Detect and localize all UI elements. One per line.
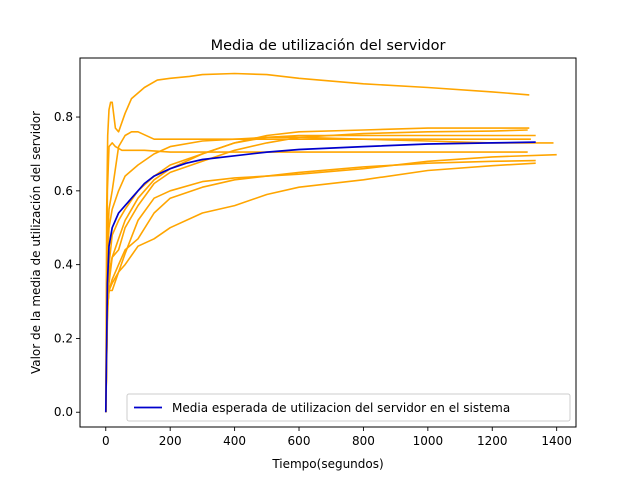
legend-label-expected: Media esperada de utilizacion del servid…: [172, 401, 510, 415]
series-line-run-2: [105, 142, 528, 413]
axes-frame: [79, 57, 577, 428]
y-tick-label: 0.4: [54, 258, 73, 272]
y-tick-label: 0.0: [54, 405, 73, 419]
plot-area: [104, 72, 557, 413]
x-tick-label: 200: [159, 434, 182, 448]
series-line-expected: [104, 141, 536, 413]
series-line-run-5: [105, 134, 536, 413]
x-tick-label: 600: [288, 434, 311, 448]
x-tick-label: 800: [352, 434, 375, 448]
x-tick-label: 0: [102, 434, 110, 448]
y-tick-label: 0.2: [54, 331, 73, 345]
y-axis-label: Valor de la media de utilización del ser…: [29, 111, 43, 374]
y-tick-label: 0.8: [54, 110, 73, 124]
series-line-run-1: [105, 72, 530, 413]
x-tick-label: 400: [223, 434, 246, 448]
series-line-run-7: [105, 129, 528, 413]
x-axis-label: Tiempo(segundos): [271, 457, 383, 471]
chart-title: Media de utilización del servidor: [211, 38, 446, 54]
x-tick-label: 1200: [477, 434, 508, 448]
series-line-run-10: [105, 162, 536, 413]
axis-ticks: 0 200 400 600 800 1000 1200 1400 0.0 0.2 0.4 0.6 0.8: [54, 110, 572, 448]
legend: Media esperada de utilizacion del servid…: [126, 393, 571, 422]
x-tick-label: 1000: [413, 434, 444, 448]
series-line-run-9: [105, 159, 536, 413]
series-line-run-4: [105, 136, 554, 413]
legend-box: [126, 393, 571, 422]
x-tick-label: 1400: [541, 434, 572, 448]
y-tick-label: 0.6: [54, 184, 73, 198]
